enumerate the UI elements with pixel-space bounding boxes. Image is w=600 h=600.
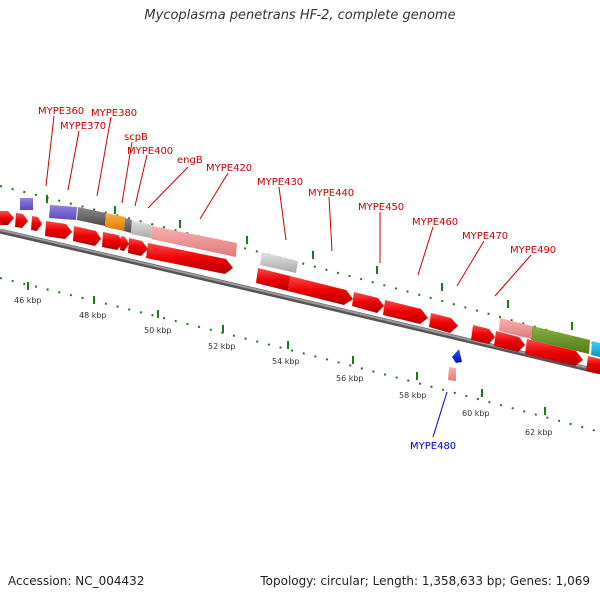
label-leader-reverse: [432, 391, 448, 438]
gene-arrow: [0, 211, 14, 225]
gene-MYPE360: [20, 198, 33, 210]
gene-arrow: [31, 216, 42, 231]
scale-label: 46 kbp: [14, 296, 42, 305]
gene-MYPE490: [531, 326, 590, 354]
gene-MYPE370: [49, 205, 77, 220]
gene-arrow: [102, 232, 124, 250]
gene-arrow: [73, 226, 101, 246]
gene-arrow: [525, 339, 583, 366]
gene-label: MYPE360: [38, 106, 84, 117]
gene-arrow: [128, 238, 148, 256]
scale-label: 54 kbp: [272, 357, 300, 366]
gene-cyan: [591, 341, 600, 357]
scale-label: 58 kbp: [399, 391, 427, 400]
scale-label: 56 kbp: [336, 374, 364, 383]
gene-arrow: [45, 221, 72, 239]
genome-stats-text: Topology: circular; Length: 1,358,633 bp…: [260, 574, 590, 588]
scale-label: 62 kbp: [525, 428, 553, 437]
scale-label: 60 kbp: [462, 409, 490, 418]
accession-text: Accession: NC_004432: [8, 574, 145, 588]
gene-engB: [131, 220, 152, 238]
gene-label: MYPE400: [127, 146, 173, 157]
gene-label: MYPE420: [206, 163, 252, 174]
gene-label: MYPE380: [91, 108, 137, 119]
forward-strand-upper-row: [20, 198, 600, 357]
gene-arrow: [256, 268, 290, 291]
gene-label: MYPE460: [412, 217, 458, 228]
gene-label: MYPE440: [308, 188, 354, 199]
gene-label: scpB: [124, 132, 148, 143]
label-leaders: [45, 115, 532, 297]
gene-MYPE470: [499, 318, 532, 339]
gene-label: MYPE430: [257, 177, 303, 188]
gene-label: MYPE450: [358, 202, 404, 213]
gene-arrow: [288, 276, 353, 305]
gene-labels: MYPE360 MYPE370 MYPE380 scpB MYPE400 eng…: [38, 106, 556, 452]
gene-label: MYPE480: [410, 441, 456, 452]
gene-arrow: [146, 243, 233, 274]
gene-MYPE400: [124, 218, 132, 233]
gene-label: engB: [177, 155, 203, 166]
gene-MYPE420: [151, 226, 237, 257]
gene-MYPE380: [77, 207, 106, 226]
scale-label: 48 kbp: [79, 311, 107, 320]
gene-arrow: [429, 313, 458, 333]
reverse-strand: [448, 349, 462, 381]
gene-MYPE480-reverse: [452, 349, 462, 363]
gene-small-pink: [448, 367, 456, 381]
gene-arrow: [586, 356, 600, 374]
gene-arrow: [120, 236, 129, 251]
gene-label: MYPE470: [462, 231, 508, 242]
forward-strand-lower-row: [0, 211, 600, 374]
gene-scpB: [105, 213, 125, 231]
major-ticks: [27, 195, 573, 415]
map-title: Mycoplasma penetrans HF-2, complete geno…: [144, 8, 456, 23]
scale-label: 52 kbp: [208, 342, 236, 351]
gene-arrow: [471, 325, 495, 344]
gene-arrow: [352, 292, 384, 313]
scale-label: 50 kbp: [144, 326, 172, 335]
scale-labels: 46 kbp 48 kbp 50 kbp 52 kbp 54 kbp 56 kb…: [14, 296, 553, 437]
gene-arrow: [15, 213, 28, 228]
gene-arrow: [383, 300, 428, 324]
gene-label: MYPE490: [510, 245, 556, 256]
gene-arrow: [494, 331, 525, 352]
gene-label: MYPE370: [60, 121, 106, 132]
gene-MYPE430: [260, 252, 298, 273]
